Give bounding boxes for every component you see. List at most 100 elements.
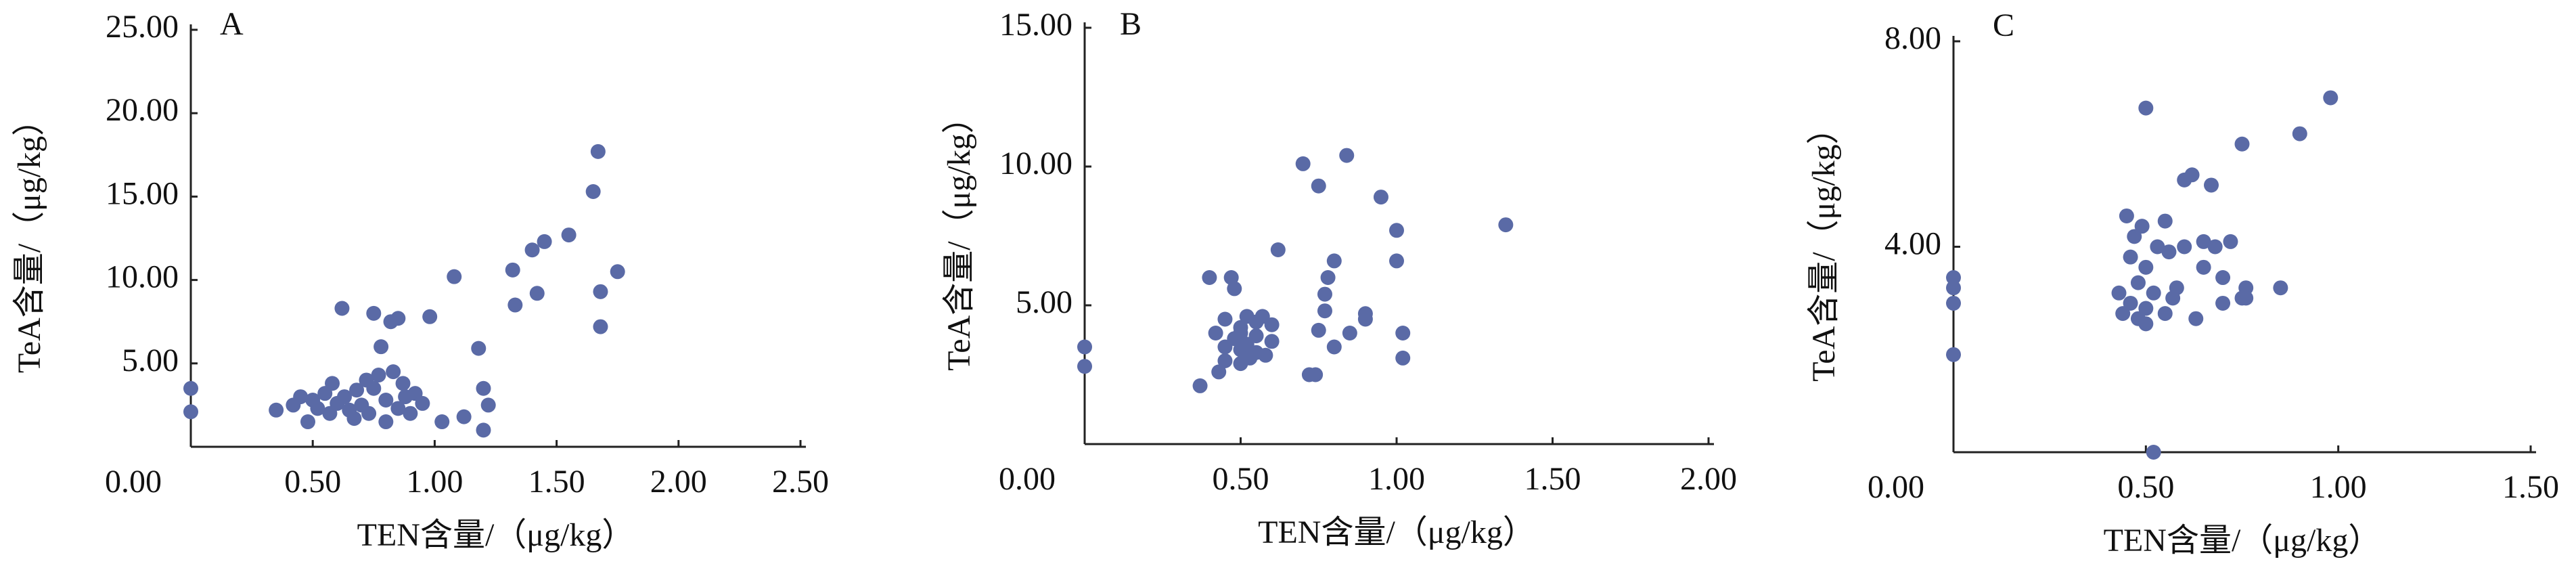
point: [593, 284, 608, 299]
point: [183, 404, 198, 420]
x-tick-label: 2.00: [650, 464, 707, 500]
point: [471, 341, 487, 356]
point: [1326, 253, 1342, 269]
point: [1217, 339, 1233, 355]
point: [334, 301, 350, 316]
point: [2323, 90, 2338, 106]
point: [585, 184, 601, 200]
y-tick-label: 25.00: [106, 9, 179, 45]
point: [390, 401, 406, 416]
point: [507, 297, 523, 313]
point: [2138, 301, 2154, 316]
point: [505, 262, 520, 278]
point: [386, 364, 401, 380]
point: [2238, 280, 2254, 296]
point: [1217, 311, 1233, 327]
x-tick-label: 1.00: [1368, 461, 1425, 497]
point: [1317, 286, 1332, 302]
point: [422, 309, 438, 324]
point: [561, 227, 577, 243]
y-tick-label: 5.00: [122, 343, 179, 378]
point: [1317, 303, 1332, 319]
y-axis-label: TeA含量/（μg/kg）: [1806, 112, 1842, 381]
y-tick-label: 10.00: [999, 146, 1072, 181]
x-axis-label: TEN含量/（μg/kg）: [357, 517, 635, 553]
point: [1389, 253, 1404, 269]
point: [300, 414, 315, 430]
point: [293, 389, 309, 405]
point: [2188, 311, 2204, 326]
point: [1320, 270, 1336, 285]
point: [395, 376, 411, 391]
x-tick-label: 1.00: [406, 464, 463, 500]
point: [1217, 353, 1233, 368]
point: [366, 305, 382, 321]
point: [2115, 306, 2131, 322]
point: [2207, 239, 2223, 255]
y-tick-label: 4.00: [1884, 226, 1941, 262]
point: [447, 269, 462, 284]
y-tick-label: 5.00: [1016, 284, 1072, 320]
point: [1264, 317, 1280, 332]
point: [2138, 259, 2154, 275]
point: [2130, 275, 2146, 290]
x-tick-label: 0.00: [999, 461, 1056, 497]
point: [2273, 280, 2288, 296]
point: [337, 389, 353, 405]
point: [2238, 290, 2254, 306]
point: [183, 380, 198, 396]
point: [1373, 190, 1388, 205]
point: [1395, 326, 1411, 341]
point: [2234, 136, 2250, 152]
point: [1311, 322, 1326, 338]
point: [2157, 213, 2173, 229]
point: [1395, 350, 1411, 366]
point: [2161, 244, 2177, 260]
point: [374, 339, 389, 355]
x-tick-label: 1.50: [528, 464, 585, 500]
point: [2134, 219, 2150, 234]
point: [2123, 295, 2138, 311]
point: [390, 311, 406, 326]
point: [1498, 217, 1514, 233]
point: [1311, 178, 1326, 194]
point: [1946, 270, 1961, 286]
point: [325, 376, 340, 391]
point: [2157, 306, 2173, 322]
point: [476, 380, 491, 396]
point: [1389, 223, 1404, 238]
point: [2204, 177, 2219, 193]
point: [590, 144, 606, 159]
point: [378, 414, 394, 430]
point: [2119, 208, 2134, 223]
point: [1258, 347, 1273, 363]
point: [1308, 367, 1324, 382]
point: [366, 380, 382, 396]
point: [346, 411, 362, 426]
x-tick-label: 0.50: [284, 464, 341, 500]
point: [371, 368, 386, 383]
point: [610, 264, 625, 280]
x-tick-label: 2.00: [1680, 461, 1737, 497]
point: [269, 402, 284, 418]
point: [537, 234, 552, 249]
point: [2123, 249, 2138, 265]
point: [2169, 280, 2184, 296]
point: [1264, 334, 1280, 349]
point: [1326, 339, 1342, 355]
point: [593, 319, 608, 334]
point: [2146, 445, 2161, 460]
point: [2223, 234, 2238, 249]
x-tick-label: 1.50: [1524, 461, 1581, 497]
point: [2215, 295, 2231, 311]
panel-label: A: [220, 6, 244, 42]
point: [1946, 280, 1961, 296]
point: [2215, 270, 2231, 286]
y-axis-label: TeA含量/（μg/kg）: [941, 101, 977, 370]
point: [1295, 156, 1311, 171]
point: [2184, 167, 2200, 183]
point: [1077, 359, 1092, 374]
point: [1192, 378, 1208, 393]
panel-label: B: [1120, 6, 1142, 42]
